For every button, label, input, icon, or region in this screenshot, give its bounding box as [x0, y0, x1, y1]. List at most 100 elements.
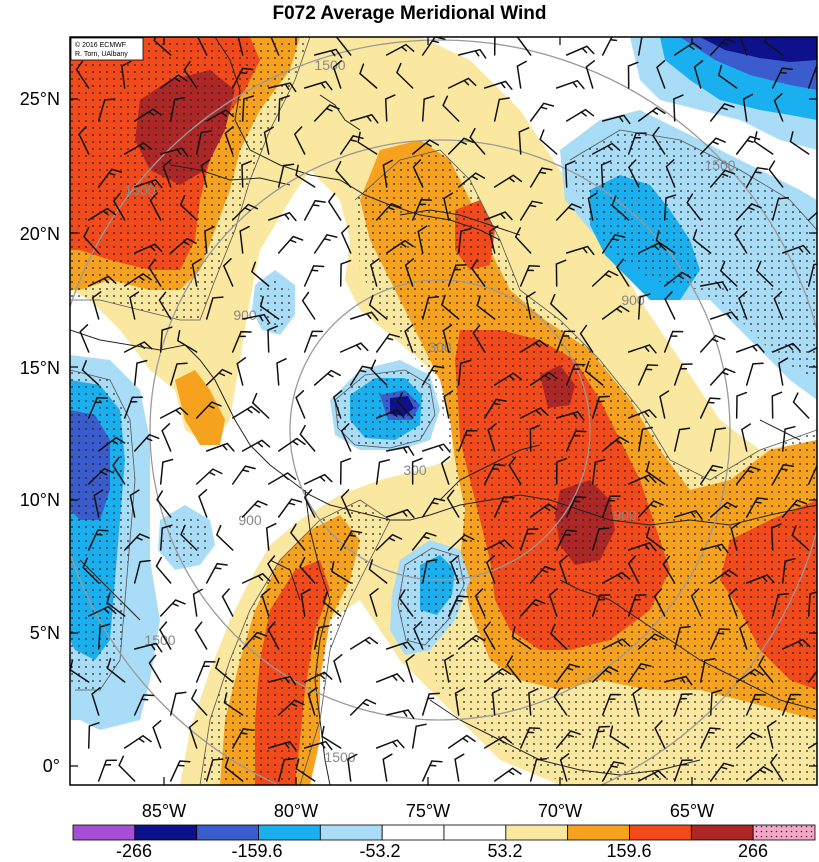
wind-barb-113 — [483, 211, 513, 221]
wind-barb-76 — [627, 132, 647, 155]
wind-barb-185 — [123, 341, 153, 353]
wind-barb-248 — [161, 423, 172, 452]
wind-barb-202 — [735, 343, 765, 353]
wind-barb-321 — [591, 527, 610, 551]
wind-barb-351 — [192, 588, 203, 617]
wind-barb-425 — [632, 687, 643, 716]
wind-barb-372 — [194, 621, 208, 650]
wind-barb-258 — [529, 424, 541, 452]
wind-barb-365 — [690, 588, 702, 617]
wind-barb-120 — [735, 203, 762, 221]
wind-barb-300 — [565, 496, 587, 518]
colorbar-label-3: 53.2 — [487, 841, 522, 861]
wind-barb-200 — [663, 330, 684, 353]
wind-barb-285 — [771, 463, 795, 485]
range-ring-label-4: 900 — [621, 292, 645, 308]
wind-barb-29 — [396, 62, 414, 89]
wind-barb-203 — [771, 342, 801, 353]
wind-barb-133 — [457, 227, 472, 254]
wind-barb-59 — [742, 93, 754, 122]
wind-barb-375 — [313, 625, 330, 650]
wind-barb-323 — [645, 526, 666, 551]
wind-barb-261 — [637, 426, 654, 452]
wind-barb-327 — [791, 525, 810, 551]
wind-barb-114 — [519, 200, 543, 221]
wind-barb-257 — [487, 423, 497, 452]
colorbar-swatch-2 — [196, 824, 259, 841]
wind-barb-233 — [375, 409, 405, 419]
wind-barb-47 — [313, 104, 340, 122]
wind-barb-330 — [155, 556, 172, 584]
wind-barb-407 — [735, 668, 764, 683]
wind-barb-115 — [555, 203, 582, 221]
wind-barb-275 — [411, 457, 423, 485]
wind-barb-332 — [241, 572, 271, 584]
wind-barb-343 — [627, 555, 640, 584]
wind-barb-287 — [93, 489, 104, 518]
wind-barb-223 — [745, 362, 764, 386]
wind-barb-158 — [616, 258, 630, 287]
wind-barb-276 — [440, 456, 451, 485]
wind-barb-440 — [447, 734, 476, 749]
wind-barb-72 — [469, 127, 486, 155]
wind-barb-28 — [359, 63, 378, 89]
wind-barb-428 — [745, 693, 766, 716]
wind-barb-171 — [349, 311, 379, 321]
wind-barb-232 — [332, 390, 343, 419]
wind-barb-271 — [267, 472, 297, 485]
wind-barb-138 — [637, 242, 667, 254]
wind-barb-297 — [446, 489, 460, 518]
wind-barb-319 — [519, 528, 539, 551]
wind-barb-201 — [699, 334, 726, 353]
wind-barb-99 — [709, 169, 736, 188]
range-ring-label-5: 900 — [613, 507, 637, 523]
wind-barb-364 — [653, 588, 666, 617]
wind-barb-149 — [303, 265, 325, 287]
wind-barb-73 — [518, 127, 530, 155]
wind-barb-415 — [277, 699, 305, 716]
wind-barb-395 — [303, 671, 333, 683]
wind-barb-354 — [300, 588, 311, 617]
wind-barb-340 — [529, 565, 556, 584]
wind-barb-308 — [123, 533, 150, 551]
wind-barb-242 — [699, 397, 721, 419]
wind-barb-207 — [169, 362, 188, 386]
wind-barb-442 — [519, 727, 541, 749]
wind-barb-392 — [195, 660, 216, 683]
wind-barb-314 — [339, 530, 363, 551]
wind-barb-417 — [349, 698, 377, 716]
wind-barb-208 — [205, 368, 233, 386]
wind-barb-170 — [301, 291, 316, 320]
wind-barb-448 — [735, 731, 763, 749]
wind-barb-187 — [176, 330, 198, 353]
wind-barb-341 — [558, 555, 568, 584]
wind-barb-98 — [665, 159, 676, 188]
wind-barb-2 — [153, 37, 172, 56]
wind-barb-384 — [637, 633, 665, 650]
wind-barb-60 — [773, 93, 784, 122]
wind-barb-146 — [191, 258, 202, 287]
wind-barb-4 — [237, 37, 244, 56]
wind-barb-109 — [327, 192, 342, 221]
wind-barb-128 — [277, 235, 304, 254]
wind-barb-267 — [112, 456, 126, 485]
wind-barb-342 — [601, 571, 631, 584]
wind-barb-264 — [741, 423, 752, 452]
wind-barb-236 — [483, 398, 507, 419]
wind-barb-284 — [735, 465, 761, 485]
wind-barb-446 — [654, 720, 666, 749]
wind-barb-62 — [123, 142, 153, 155]
wind-barb-163 — [807, 263, 817, 287]
wind-barb-112 — [443, 192, 454, 221]
wind-barb-122 — [807, 211, 817, 221]
wind-barb-288 — [129, 489, 140, 518]
wind-barb-71 — [447, 137, 474, 155]
wind-barb-235 — [443, 390, 454, 419]
wind-barb-157 — [591, 270, 619, 287]
lat-label-5n: 5°N — [30, 623, 60, 643]
wind-barb-283 — [699, 464, 724, 485]
wind-barb-265 — [781, 425, 796, 452]
wind-barb-249 — [205, 442, 235, 452]
wind-barb-13 — [565, 45, 595, 56]
wind-barb-151 — [369, 258, 380, 287]
